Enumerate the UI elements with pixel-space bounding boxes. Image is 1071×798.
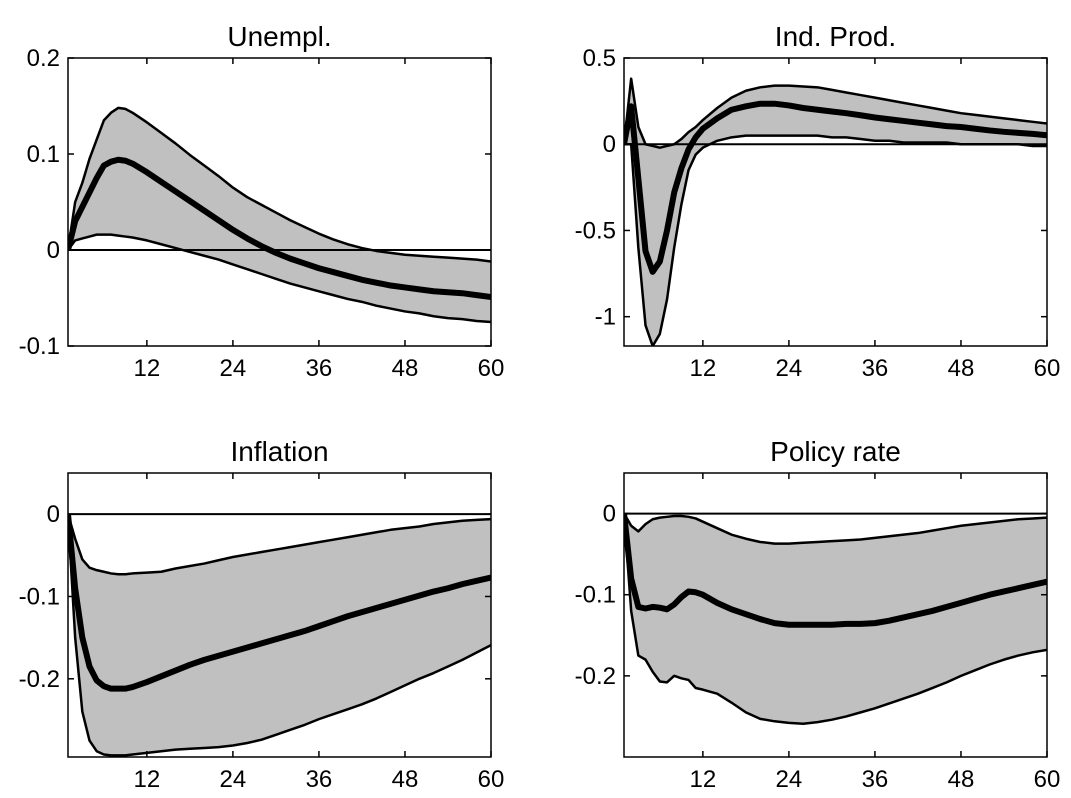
panel-4-title: Policy rate [770,436,901,467]
panel-2: 12 24 36 48 60 -1 -0.5 0 0.5 Ind. Prod. [575,21,1061,382]
panel-4-ytick-label: 0 [603,501,616,528]
panel-4: 12 24 36 48 60 -0.2 -0.1 0 Policy rate [575,436,1061,793]
panel-2-confidence-band [624,78,1047,346]
panel-4-xtick-label: 48 [948,766,975,793]
panel-3-upper-band-line [68,513,491,576]
panel-2-ytick-label: 0 [603,131,616,158]
panel-4-xtick-label: 24 [776,766,803,793]
panel-1-median-line [68,156,491,301]
panel-4-xtick-label: 36 [862,766,889,793]
panel-3-axes-frame [67,472,492,758]
panel-4-upper-band-line [624,512,1047,545]
panel-4-confidence-band [624,513,1047,724]
panel-1-xtick-label: 12 [134,355,161,382]
panel-3: 12 24 36 48 60 -0.2 -0.1 0 Inflation [19,436,505,793]
panel-3-ytick-label: 0 [47,501,60,528]
panel-2-xtick-label: 12 [690,355,717,382]
panel-1-lower-band-line [68,233,491,324]
panel-4-ytick-label: -0.2 [575,663,616,690]
panel-2-lower-band-line [624,134,1047,346]
panel-1-xtick-label: 36 [306,355,333,382]
panel-3-ytick-label: -0.2 [19,666,60,693]
panel-1-plot-area [68,106,491,324]
panel-4-median-line [624,513,1047,628]
panel-4-plot-area [624,512,1047,725]
panel-2-xtick-label: 60 [1034,355,1061,382]
panel-2-plot-area [624,77,1047,346]
panel-1-axes-frame [67,57,492,347]
panel-3-title: Inflation [230,436,328,467]
panel-3-xtick-label: 48 [392,766,419,793]
panel-1-xtick-label: 24 [220,355,247,382]
panel-1-ytick-label: 0.1 [27,141,60,168]
panel-3-plot-area [68,513,491,757]
panel-2-upper-band-line [624,77,1047,149]
panel-1-title: Unempl. [227,21,331,52]
panel-4-ytick-label: -0.1 [575,582,616,609]
panel-4-xtick-label: 60 [1034,766,1061,793]
panel-1-xtick-label: 48 [392,355,419,382]
panel-1-xtick-label: 60 [478,355,505,382]
panel-3-confidence-band [68,514,491,756]
panel-4-xtick-label: 12 [690,766,717,793]
panel-2-ytick-label: -1 [595,304,616,331]
panel-2-ytick-label: 0.5 [583,45,616,72]
panel-4-axes-frame [623,472,1048,758]
panel-3-xtick-label: 60 [478,766,505,793]
panel-3-xtick-label: 24 [220,766,247,793]
panel-2-xtick-label: 48 [948,355,975,382]
panel-4-lower-band-line [624,513,1047,725]
panel-2-title: Ind. Prod. [775,21,896,52]
panel-2-xtick-label: 24 [776,355,803,382]
panel-2-xtick-label: 36 [862,355,889,382]
panel-3-xtick-label: 36 [306,766,333,793]
panel-2-median-line [624,100,1047,275]
panel-3-xtick-label: 12 [134,766,161,793]
panel-1-ytick-label: -0.1 [19,333,60,360]
panels: 12 24 36 48 60 -0.1 0 0.1 0.2 Unempl. 12 24 36 48 60 -1… [19,21,1061,793]
panel-3-lower-band-line [68,514,491,757]
panel-1-ytick-label: 0 [47,237,60,264]
panel-2-axes-frame [623,57,1048,347]
panel-1-upper-band-line [68,106,491,263]
panel-1: 12 24 36 48 60 -0.1 0 0.1 0.2 Unempl. [19,21,505,382]
panel-2-ytick-label: -0.5 [575,217,616,244]
panel-3-median-line [68,513,491,692]
panel-3-ytick-label: -0.1 [19,583,60,610]
panel-1-ytick-label: 0.2 [27,45,60,72]
